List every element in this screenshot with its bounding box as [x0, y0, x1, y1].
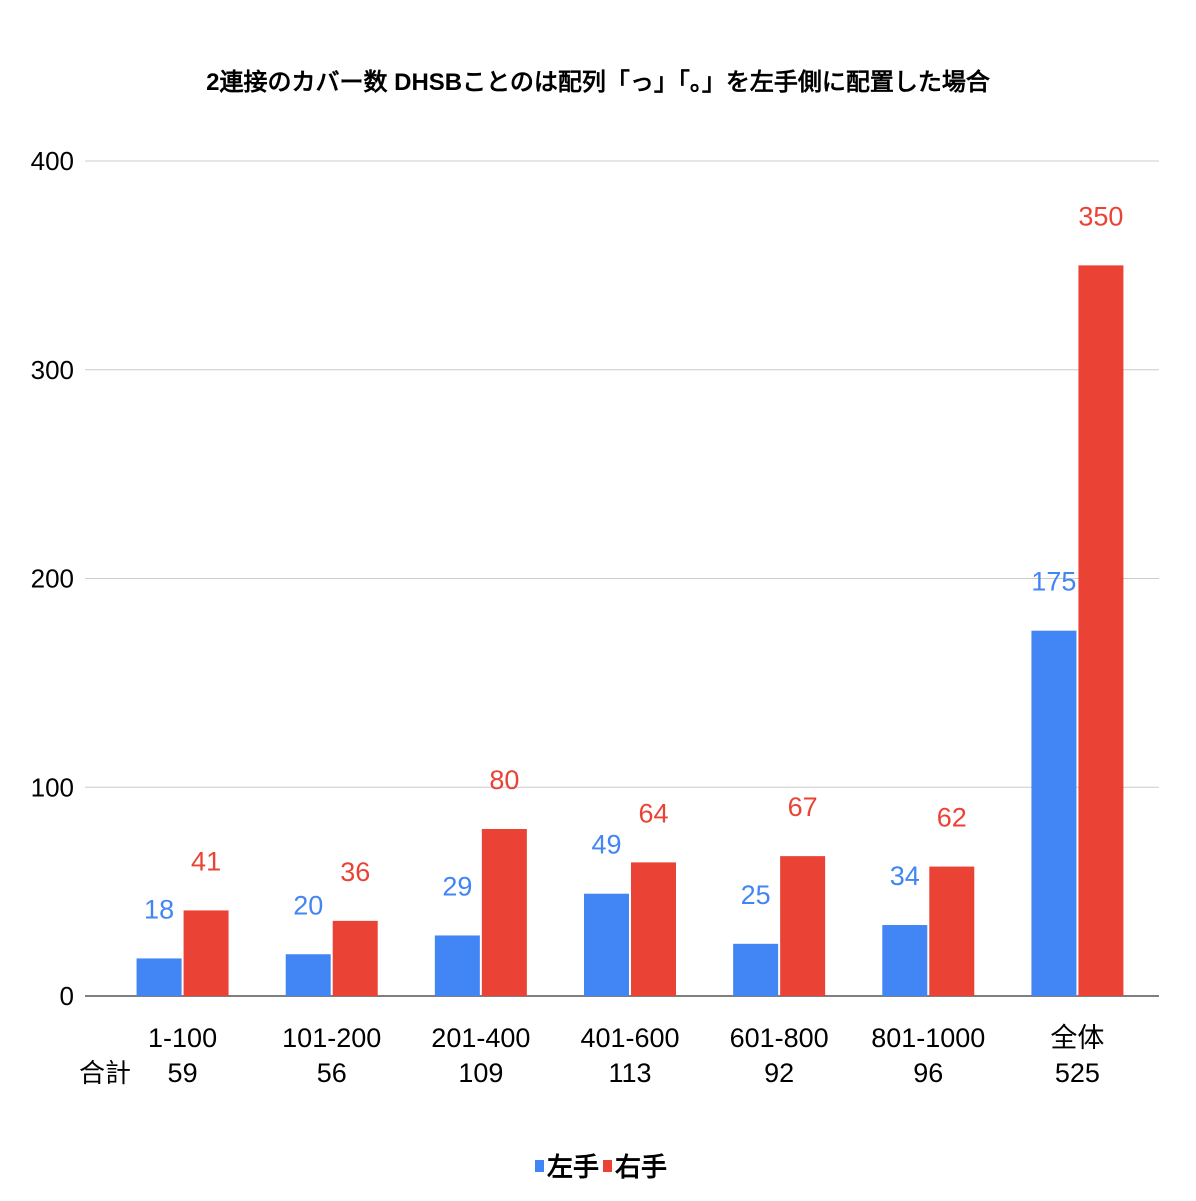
bar-right-hand	[332, 920, 378, 996]
y-tick-label: 300	[31, 355, 74, 385]
bar-right-hand	[1078, 265, 1124, 996]
legend: 左手 右手	[535, 1152, 667, 1182]
bar-left-hand	[285, 954, 331, 996]
category-total-label: 525	[1055, 1058, 1100, 1088]
y-tick-label: 100	[31, 772, 74, 802]
bars	[136, 265, 1124, 996]
x-axis-ticks: 1-100 59 101-200 56 201-400 109 401-600 113 601-…	[79, 1023, 1104, 1088]
y-tick-label: 0	[60, 981, 74, 1011]
bar-left-hand	[434, 935, 480, 996]
bar-left-hand	[882, 925, 928, 996]
x-tick-label: 1-100	[148, 1023, 217, 1053]
category-total-label: 109	[458, 1058, 503, 1088]
x-tick-label: 801-1000	[871, 1023, 985, 1053]
data-label: 80	[489, 765, 519, 795]
x-tick-label: 601-800	[730, 1023, 829, 1053]
data-label: 67	[788, 792, 818, 822]
x-tick-label: 401-600	[580, 1023, 679, 1053]
data-label: 64	[638, 798, 668, 828]
bar-left-hand	[733, 943, 779, 996]
data-label: 18	[144, 894, 174, 924]
legend-label: 左手	[547, 1152, 599, 1182]
data-label: 175	[1031, 567, 1076, 597]
category-total-label: 56	[317, 1058, 347, 1088]
bar-right-hand	[183, 910, 229, 996]
y-tick-label: 400	[31, 146, 74, 176]
legend-label: 右手	[615, 1152, 667, 1182]
x-tick-label: 全体	[1050, 1023, 1104, 1053]
bar-left-hand	[1031, 630, 1077, 996]
x-tick-label: 201-400	[431, 1023, 530, 1053]
x-tick-label: 101-200	[282, 1023, 381, 1053]
category-total-label: 96	[913, 1058, 943, 1088]
data-label: 29	[442, 871, 472, 901]
legend-swatch	[535, 1160, 544, 1172]
category-total-label: 59	[168, 1058, 198, 1088]
data-label: 36	[340, 857, 370, 887]
chart-title: 2連接のカバー数 DHSBことのは配列「っ」「。」を左手側に配置した場合	[206, 68, 991, 96]
data-label: 25	[741, 880, 771, 910]
data-label: 34	[890, 861, 920, 891]
data-label: 350	[1078, 201, 1123, 231]
bar-right-hand	[481, 829, 527, 996]
data-label: 62	[937, 803, 967, 833]
data-label: 41	[191, 846, 221, 876]
y-tick-label: 200	[31, 564, 74, 594]
data-labels: 18 41 20 36 29 80 49 64 25 67 34 62 175 350	[144, 201, 1123, 924]
data-label: 49	[591, 830, 621, 860]
total-row-label: 合計	[79, 1058, 131, 1088]
bar-right-hand	[929, 866, 975, 996]
category-total-label: 92	[764, 1058, 794, 1088]
bar-left-hand	[136, 958, 182, 996]
legend-swatch	[603, 1160, 612, 1172]
bar-left-hand	[584, 893, 629, 996]
bar-right-hand	[780, 856, 826, 996]
bar-right-hand	[631, 862, 676, 996]
y-axis-ticks: 0 100 200 300 400	[31, 146, 74, 1011]
data-label: 20	[293, 890, 323, 920]
category-total-label: 113	[608, 1058, 651, 1088]
